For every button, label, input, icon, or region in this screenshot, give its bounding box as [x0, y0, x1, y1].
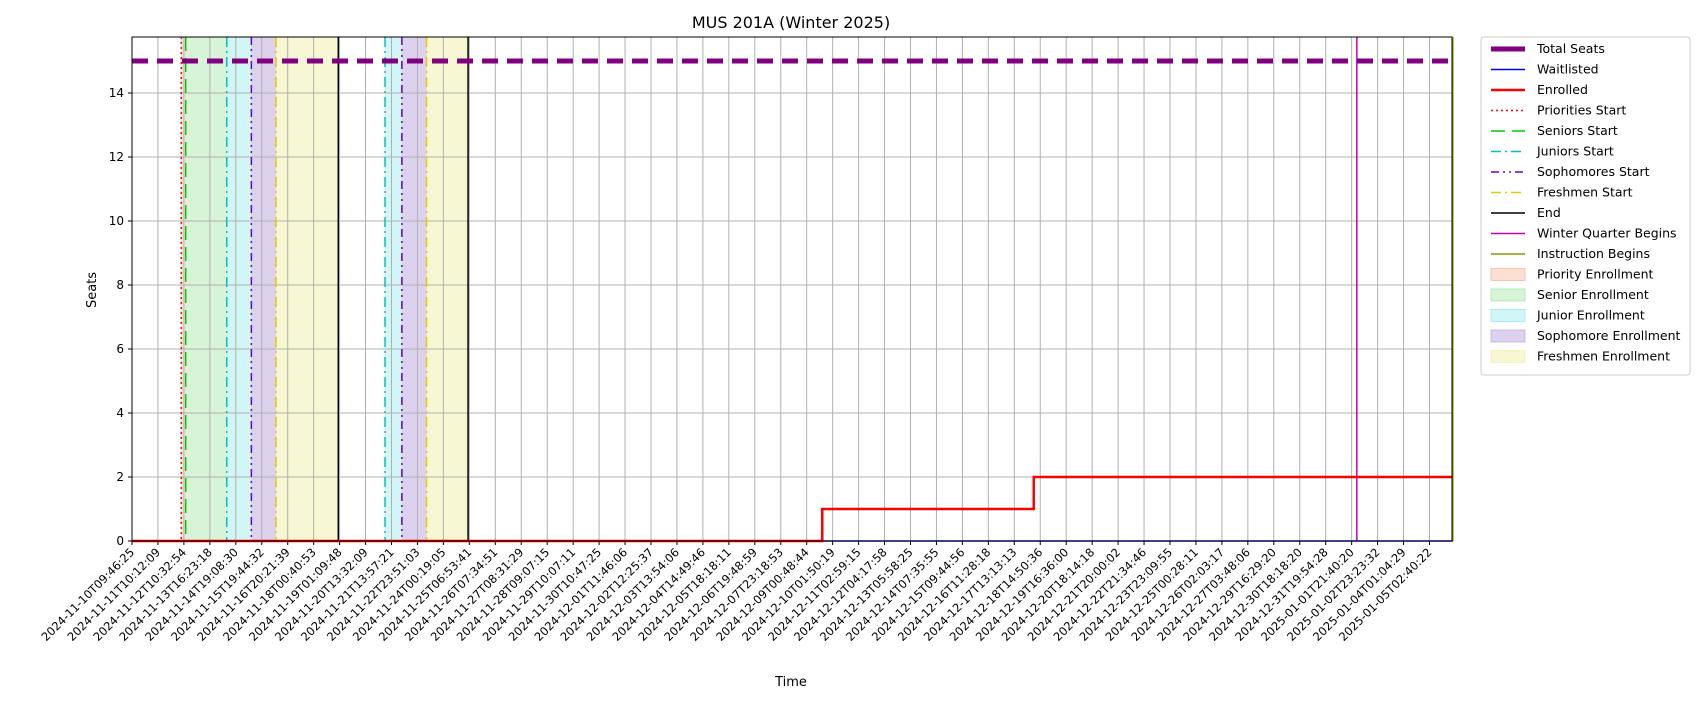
legend-label-instruction-begins: Instruction Begins	[1537, 246, 1650, 261]
legend-label-freshmen-enrollment: Freshmen Enrollment	[1537, 349, 1670, 364]
legend-swatch-senior-enrollment	[1490, 288, 1526, 302]
legend-box	[1480, 36, 1691, 376]
legend-label-junior-enrollment: Junior Enrollment	[1536, 308, 1645, 323]
legend-label-end: End	[1537, 205, 1561, 220]
legend-label-total-seats: Total Seats	[1536, 41, 1605, 56]
shade-freshmen-enrollment-0	[276, 37, 339, 541]
legend-label-juniors-start: Juniors Start	[1536, 144, 1614, 159]
legend-label-sophomore-enrollment: Sophomore Enrollment	[1537, 328, 1681, 343]
y-tick-label: 12	[109, 150, 124, 164]
legend-label-freshmen-start: Freshmen Start	[1537, 185, 1633, 200]
chart-legend: Total Seats Waitlisted Enrolled Priorities …	[1480, 36, 1691, 376]
y-tick-label: 14	[109, 86, 124, 100]
y-tick-label: 2	[116, 470, 124, 484]
legend-label-enrolled: Enrolled	[1537, 82, 1588, 97]
shade-junior-enrollment-1	[385, 37, 402, 541]
shade-senior-enrollment-0	[185, 37, 227, 541]
legend-swatch-junior-enrollment	[1490, 309, 1526, 322]
legend-label-waitlisted: Waitlisted	[1537, 62, 1599, 77]
y-tick-label: 6	[116, 342, 124, 356]
y-tick-label: 10	[109, 214, 124, 228]
legend-label-seniors-start: Seniors Start	[1537, 123, 1618, 138]
shade-sophomore-enrollment-1	[401, 37, 427, 541]
shade-freshmen-enrollment-1	[426, 37, 469, 541]
legend-swatch-freshmen-enrollment	[1490, 350, 1526, 363]
legend-label-senior-enrollment: Senior Enrollment	[1537, 287, 1649, 302]
legend-label-winter-quarter-begins: Winter Quarter Begins	[1537, 226, 1677, 241]
y-axis-label: Seats	[85, 272, 100, 308]
legend-label-priorities-start: Priorities Start	[1537, 103, 1626, 118]
plot-frame	[131, 36, 1453, 542]
legend-label-priority-enrollment: Priority Enrollment	[1537, 267, 1654, 282]
legend-swatch-priority-enrollment	[1490, 268, 1526, 281]
x-axis-label: Time	[774, 675, 807, 690]
y-tick-label: 8	[116, 278, 124, 292]
legend-swatch-sophomore-enrollment	[1490, 329, 1526, 343]
legend-label-sophomores-start: Sophomores Start	[1537, 164, 1650, 179]
y-tick-label: 4	[116, 406, 124, 420]
shade-junior-enrollment-0	[226, 37, 252, 541]
chart-title: MUS 201A (Winter 2025)	[692, 13, 890, 32]
y-tick-label: 0	[116, 534, 124, 548]
shade-sophomore-enrollment-0	[251, 37, 277, 541]
